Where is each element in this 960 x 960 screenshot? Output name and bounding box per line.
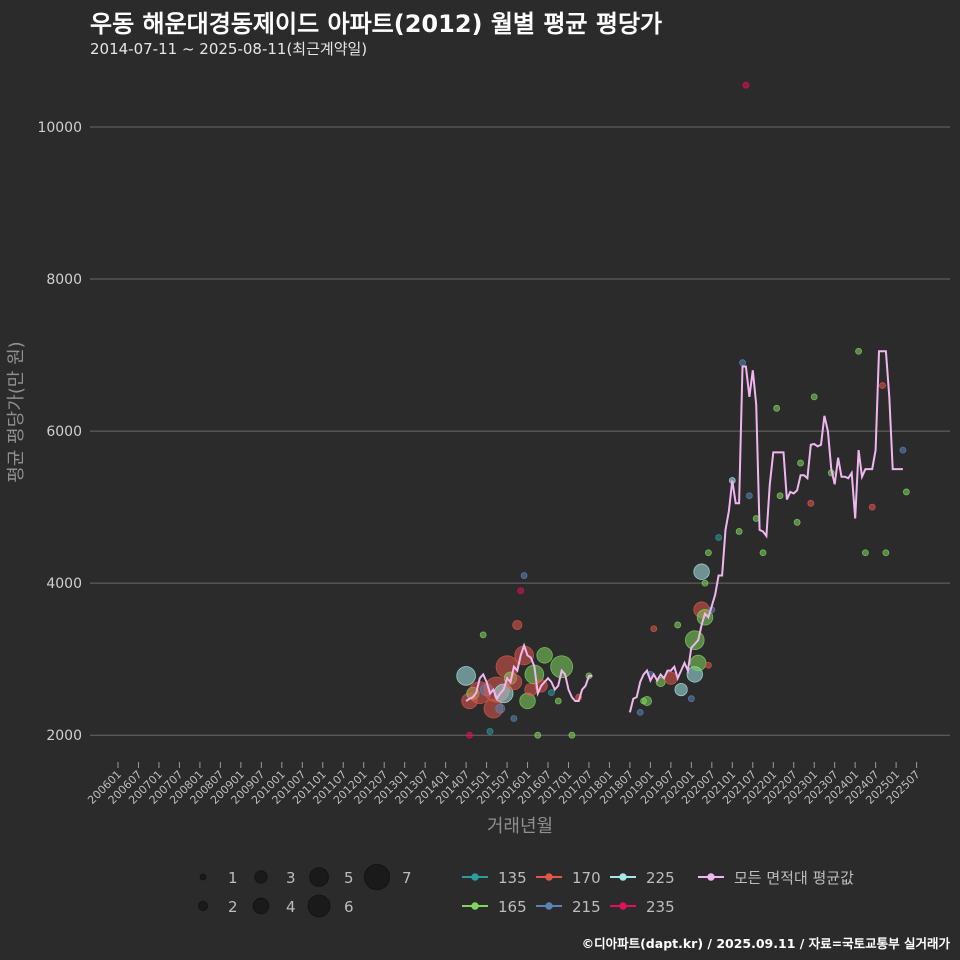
data-point (466, 731, 473, 739)
size-legend-key (197, 901, 208, 912)
y-tick-label: 2000 (46, 728, 82, 744)
data-point (514, 645, 534, 666)
average-line (465, 350, 903, 713)
data-point (536, 647, 553, 664)
average-line-segment (465, 642, 593, 702)
data-point (517, 587, 525, 595)
y-axis-ticks: 2000 4000 6000 8000 10000 (37, 120, 82, 744)
size-legend-label: 1 (228, 869, 238, 887)
x-axis-ticks: 2006012006072007012007072008012008072009… (85, 762, 923, 807)
data-point (868, 503, 876, 511)
data-point (879, 382, 886, 389)
data-point (807, 499, 815, 507)
data-point (548, 689, 555, 697)
color-legend-label: 225 (646, 869, 675, 887)
y-tick-label: 10000 (37, 120, 82, 136)
data-point (776, 492, 784, 500)
data-point (902, 488, 910, 496)
data-point (882, 549, 890, 557)
data-point (701, 579, 709, 587)
color-legend-key (707, 873, 715, 881)
average-line-segment (628, 350, 903, 713)
color-legend-key (619, 873, 627, 881)
data-point (693, 563, 710, 580)
data-point (636, 708, 644, 716)
data-point (674, 682, 688, 697)
y-axis-title: 평균 평당가(만 원) (6, 341, 27, 482)
size-legend-label: 3 (286, 869, 296, 887)
data-point (739, 359, 746, 367)
chart-subtitle: 2014-07-11 ~ 2025-08-11(최근계약일) (90, 40, 368, 58)
color-legend-key (471, 873, 479, 881)
size-legend-key (309, 867, 329, 887)
y-tick-label: 8000 (46, 272, 82, 288)
data-point (687, 695, 695, 703)
data-point (650, 625, 658, 633)
color-legend-key (545, 873, 553, 881)
size-legend-label: 7 (402, 869, 412, 887)
size-legend-label: 5 (344, 869, 354, 887)
data-point (773, 404, 781, 412)
data-point (568, 731, 576, 739)
data-point (793, 518, 801, 526)
size-legend-key (307, 894, 331, 918)
data-point (715, 534, 723, 541)
data-point (512, 619, 523, 630)
data-point (554, 697, 562, 705)
average-legend-label: 모든 면적대 평균값 (734, 869, 854, 887)
data-point (674, 621, 682, 629)
y-tick-label: 6000 (46, 424, 82, 440)
data-point (689, 654, 707, 672)
size-legend-key (199, 873, 207, 881)
data-point (641, 695, 652, 706)
size-legend-key (254, 870, 268, 884)
data-point (861, 549, 869, 557)
data-point (705, 661, 712, 669)
data-point (486, 727, 494, 735)
data-point (505, 673, 523, 691)
data-point (899, 446, 907, 454)
data-point (479, 631, 487, 639)
color-legend-label: 170 (572, 869, 601, 887)
data-point (495, 703, 506, 714)
data-point (550, 655, 574, 679)
data-point (735, 528, 743, 535)
color-legend: 135 165 170 215 225 235 모든 면적대 평균값 (462, 869, 854, 916)
size-legend-label: 6 (344, 898, 354, 916)
source-caption: ©디아파트(dapt.kr) / 2025.09.11 / 자료=국토교통부 실… (581, 936, 950, 951)
size-legend-label: 2 (228, 898, 238, 916)
scatter-points (456, 81, 910, 739)
data-point (705, 549, 712, 557)
y-tick-label: 4000 (46, 576, 82, 592)
chart-title: 우동 해운대경동제이드 아파트(2012) 월별 평균 평당가 (90, 10, 663, 38)
size-legend-key (363, 864, 390, 891)
data-point (742, 81, 750, 89)
x-axis-title: 거래년월 (487, 816, 553, 837)
size-legend: 1 3 5 7 2 4 6 (197, 864, 412, 918)
color-legend-label: 165 (498, 898, 527, 916)
data-point (684, 630, 705, 650)
data-point (510, 715, 518, 722)
data-point (520, 572, 528, 579)
data-point (745, 492, 753, 500)
data-point (759, 549, 767, 557)
color-legend-label: 135 (498, 869, 527, 887)
size-legend-label: 4 (286, 898, 296, 916)
color-legend-label: 235 (646, 898, 675, 916)
color-legend-key (545, 902, 553, 910)
data-point (810, 393, 818, 401)
data-point (797, 459, 804, 467)
data-point (855, 347, 862, 355)
data-point (534, 731, 542, 739)
color-legend-key (471, 902, 479, 910)
size-legend-key (252, 897, 270, 915)
color-legend-label: 215 (572, 898, 601, 916)
grid-lines (90, 126, 950, 736)
color-legend-key (619, 902, 627, 910)
data-point (456, 666, 476, 686)
